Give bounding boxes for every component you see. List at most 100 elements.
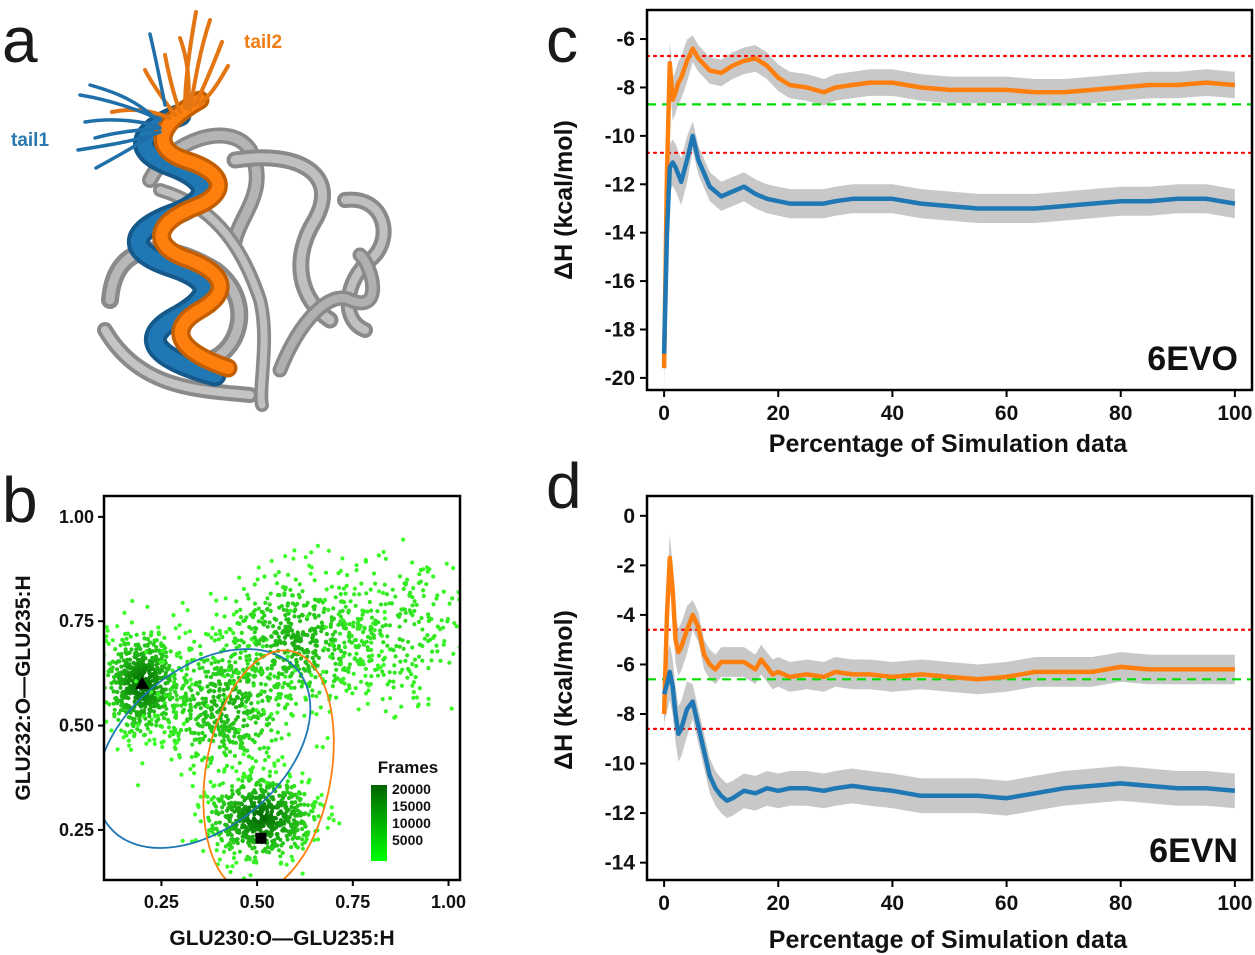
scatter-point	[262, 574, 267, 579]
scatter-point	[410, 560, 415, 565]
scatter-point	[179, 703, 184, 708]
scatter-point	[112, 679, 117, 684]
scatter-point	[198, 644, 203, 649]
scatter-point	[119, 664, 124, 669]
d-band-0	[664, 534, 1235, 738]
c-y-tick-label-2: -10	[605, 125, 635, 148]
helix-orange	[152, 90, 238, 378]
scatter-point	[172, 738, 177, 743]
scatter-point	[109, 728, 114, 733]
scatter-point	[410, 613, 415, 618]
scatter-point	[206, 669, 211, 674]
scatter-point	[173, 626, 178, 631]
cluster-ellipse-1	[202, 649, 335, 880]
scatter-point	[156, 691, 161, 696]
scatter-point	[223, 596, 228, 601]
scatter-point	[427, 567, 432, 572]
scatter-point	[220, 805, 225, 810]
scatter-point	[158, 723, 163, 729]
scatter-point	[393, 654, 398, 659]
scatter-point	[339, 649, 344, 654]
scatter-point	[299, 612, 304, 617]
scatter-point	[341, 625, 347, 631]
helix-blue	[127, 103, 227, 387]
scatter-point	[321, 669, 326, 674]
scatter-point	[152, 737, 157, 742]
scatter-point	[323, 570, 329, 575]
scatter-point	[249, 626, 254, 631]
scatter-point	[194, 737, 199, 742]
scatter-point	[211, 795, 216, 800]
scatter-point	[338, 592, 343, 597]
c-x-tick-label-5: 100	[1217, 402, 1252, 425]
scatter-point	[403, 658, 408, 663]
scatter-point	[286, 572, 291, 578]
scatter-point	[246, 820, 251, 825]
scatter-point	[297, 646, 302, 651]
scatter-point	[119, 728, 124, 733]
scatter-point	[220, 810, 225, 815]
scatter-point	[143, 664, 148, 670]
scatter-point	[292, 841, 297, 846]
scatter-point	[348, 599, 353, 604]
scatter-point	[219, 719, 224, 724]
scatter-point	[403, 582, 408, 587]
scatter-point	[177, 650, 182, 655]
panel-d-line: d 0 20 40 60 80 100 0 -2 -4 -6 -8 -10 -12 -14 6EVN Pe…	[546, 450, 1254, 954]
scatter-point	[344, 583, 349, 588]
scatter-point	[426, 696, 431, 702]
scatter-point	[391, 685, 396, 690]
scatter-point	[303, 668, 308, 673]
scatter-point	[131, 707, 136, 713]
scatter-point	[406, 639, 411, 644]
scatter-point	[352, 586, 357, 591]
scatter-point	[234, 769, 239, 774]
scatter-point	[286, 795, 292, 801]
scatter-point	[149, 704, 154, 709]
scatter-point	[95, 670, 99, 674]
scatter-point	[333, 629, 338, 634]
scatter-point	[305, 803, 310, 808]
scatter-point	[141, 714, 146, 719]
scatter-point	[429, 658, 434, 663]
scatter-point	[156, 703, 161, 709]
scatter-point	[295, 795, 300, 800]
scatter-point	[251, 609, 256, 614]
scatter-point	[213, 632, 218, 637]
scatter-point	[245, 661, 250, 666]
scatter-point	[111, 701, 116, 706]
scatter-point	[289, 712, 294, 717]
scatter-point	[303, 660, 308, 665]
scatter-point	[163, 670, 168, 676]
scatter-point	[355, 616, 360, 621]
c-series-line-0	[661, 46, 1236, 369]
scatter-point	[179, 686, 185, 691]
scatter-point	[284, 631, 289, 636]
scatter-point	[277, 593, 282, 598]
scatter-point	[438, 658, 443, 664]
scatter-point	[237, 727, 242, 733]
scatter-point	[145, 604, 150, 609]
scatter-point	[381, 590, 386, 596]
scatter-point	[178, 728, 184, 733]
scatter-point	[212, 666, 217, 671]
scatter-point	[225, 686, 230, 691]
scatter-point	[309, 550, 314, 555]
scatter-point	[164, 706, 169, 711]
scatter-point	[197, 736, 202, 742]
scatter-point	[273, 770, 279, 775]
scatter-point	[267, 773, 272, 779]
scatter-point	[321, 609, 326, 615]
scatter-point	[272, 630, 277, 635]
scatter-point	[224, 720, 229, 725]
scatter-point	[385, 643, 390, 648]
scatter-point	[390, 587, 395, 592]
scatter-point	[187, 727, 192, 732]
scatter-point	[346, 665, 351, 671]
scatter-point	[225, 832, 231, 837]
scatter-point	[245, 748, 250, 753]
scatter-point	[223, 844, 228, 849]
tail2-strands	[110, 10, 230, 120]
scatter-point	[410, 662, 415, 667]
